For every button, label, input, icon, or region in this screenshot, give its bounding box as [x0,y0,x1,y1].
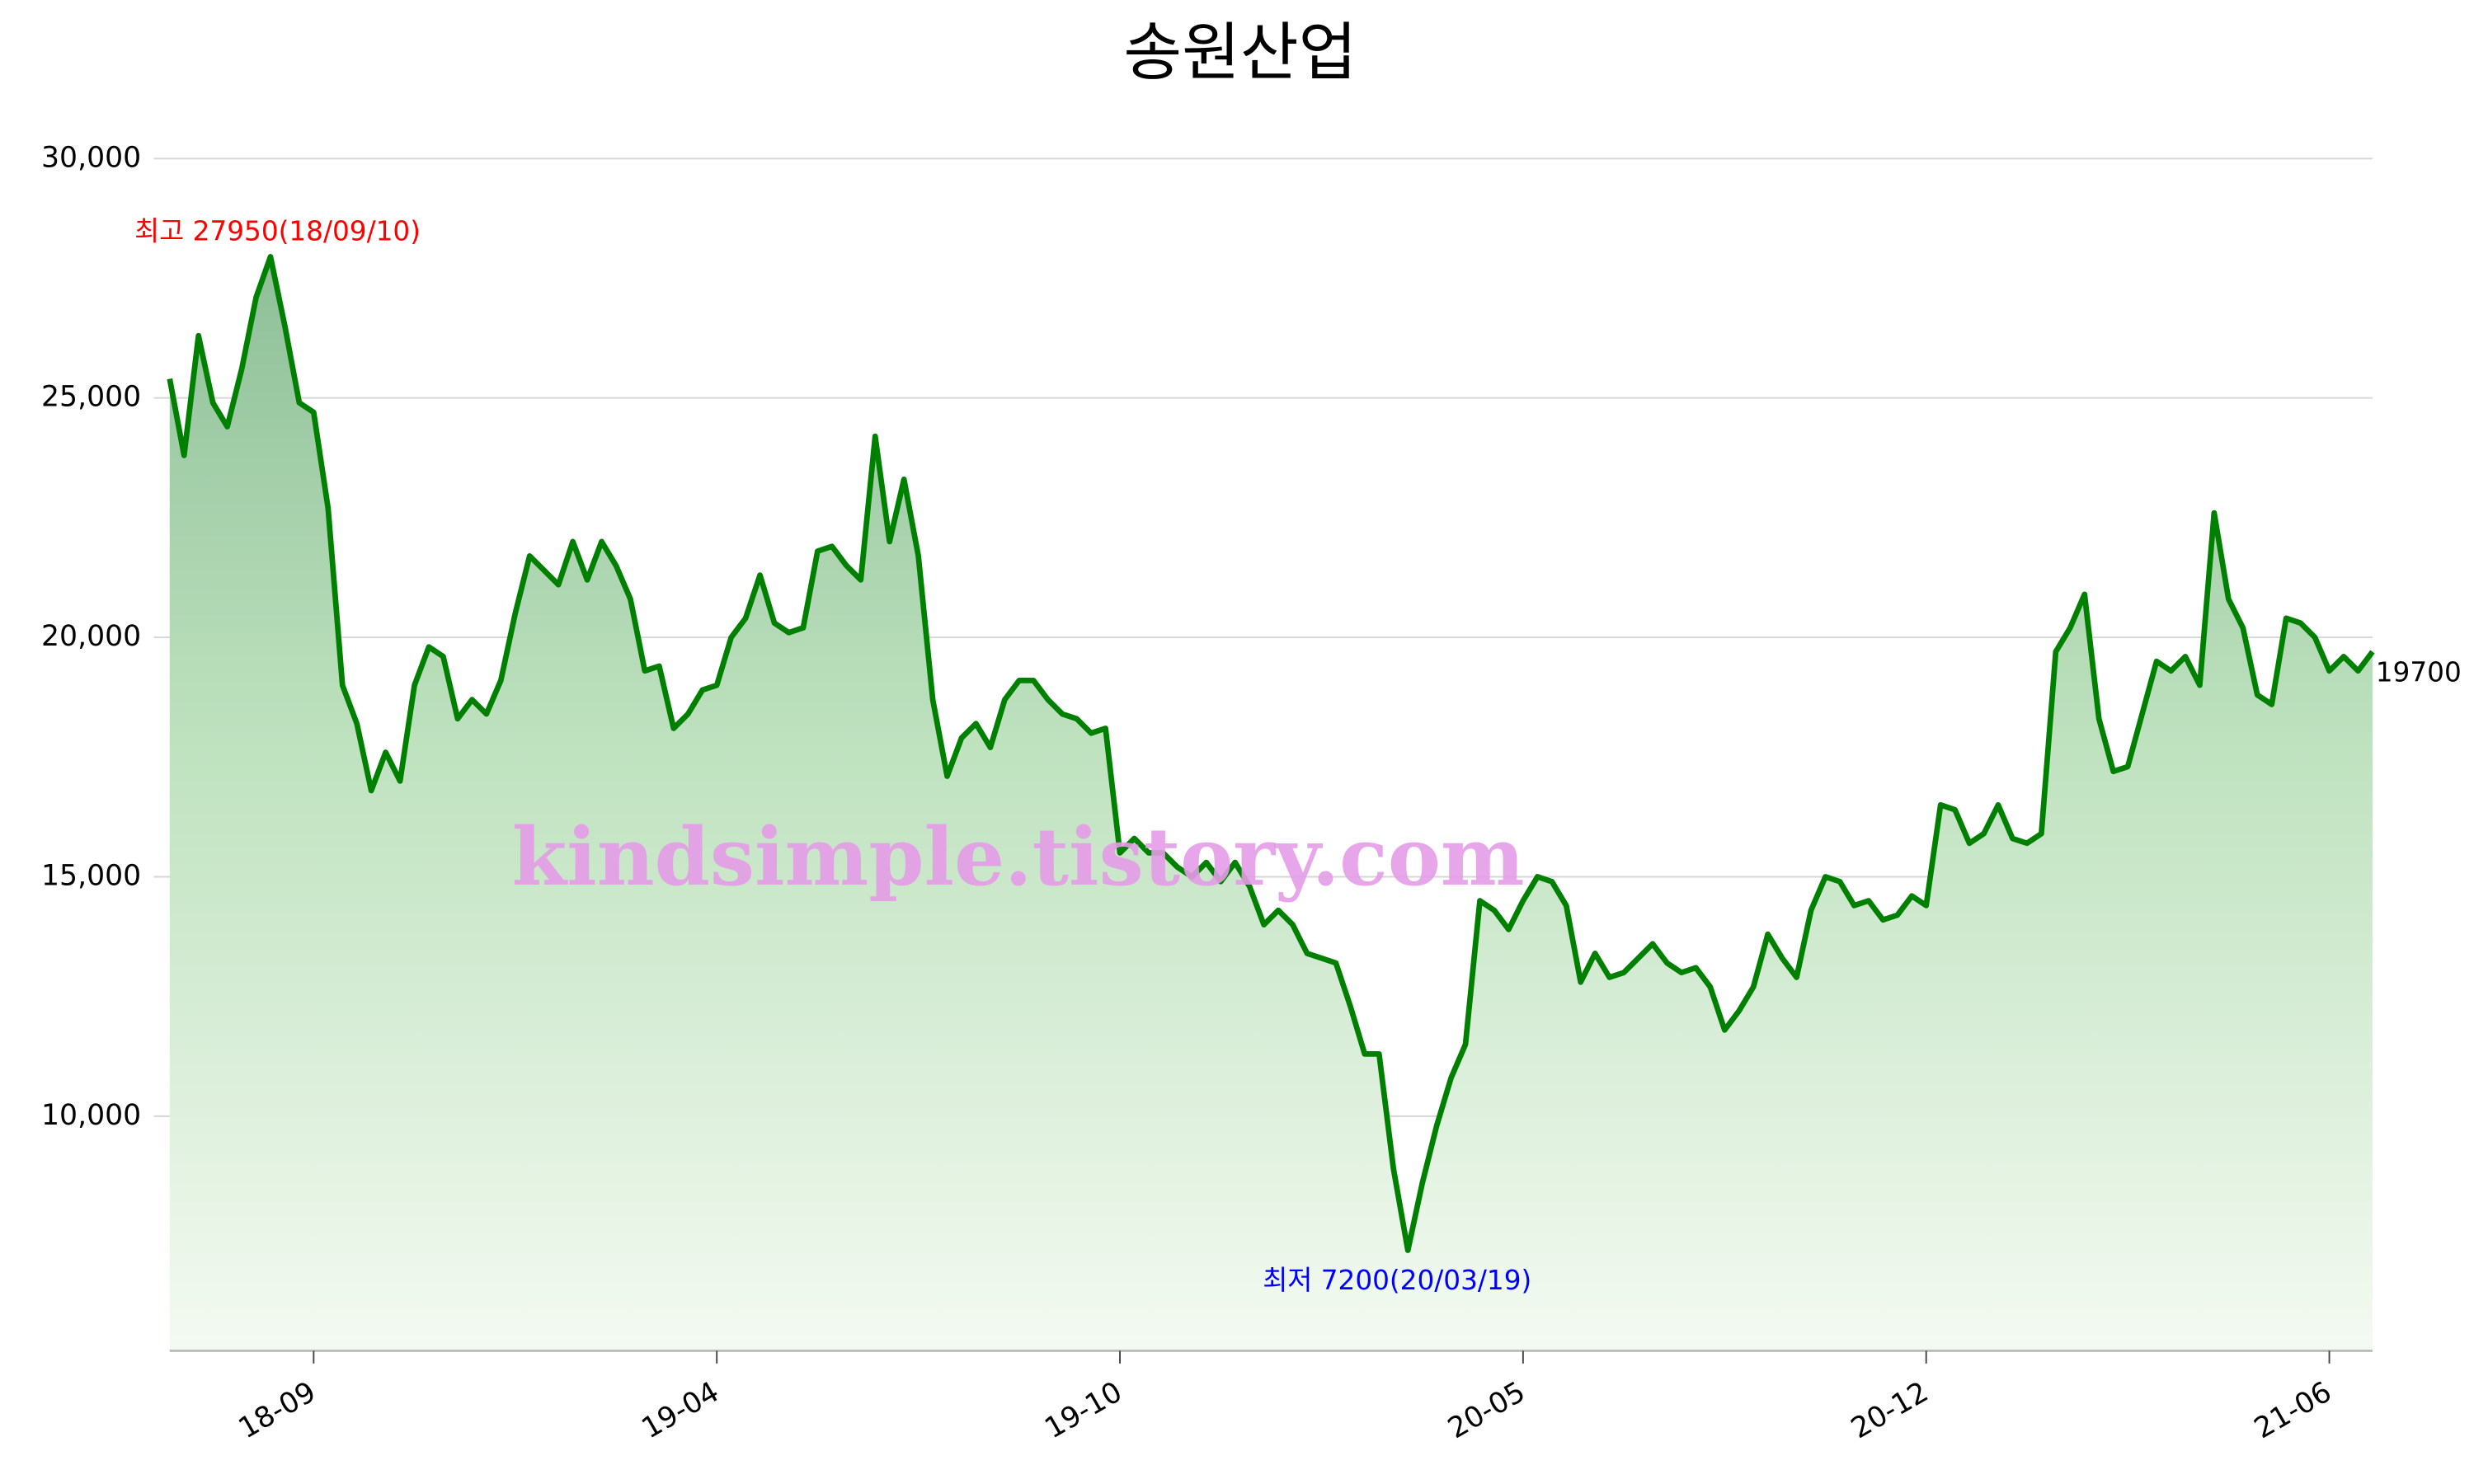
y-tick-label: 30,000 [41,141,141,174]
chart-title: 송원산업 [1123,16,1357,90]
price-line [167,254,2375,1253]
annotation: 19700 [2376,656,2462,688]
y-tick-label: 25,000 [41,381,141,414]
annotation: 최저 7200(20/03/19) [1263,1265,1531,1296]
y-tick-label: 15,000 [41,859,141,892]
watermark: kindsimple.tistory.com [512,810,1525,904]
y-tick-label: 20,000 [41,620,141,653]
annotation: 최고 27950(18/09/10) [134,216,421,247]
y-tick-label: 10,000 [41,1099,141,1132]
area-fill [169,256,2373,1351]
